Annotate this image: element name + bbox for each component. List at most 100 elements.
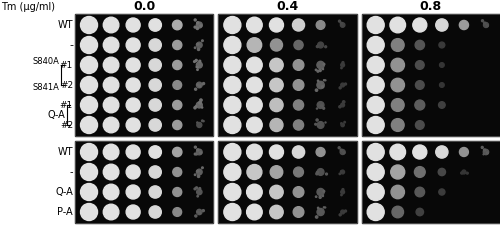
Circle shape — [199, 187, 200, 189]
Circle shape — [196, 170, 198, 172]
Circle shape — [367, 144, 384, 161]
Bar — [218, 141, 356, 223]
Circle shape — [199, 212, 200, 214]
Circle shape — [322, 68, 324, 70]
Circle shape — [196, 27, 197, 28]
Circle shape — [246, 184, 262, 200]
Bar — [218, 141, 356, 223]
Circle shape — [440, 83, 444, 87]
Circle shape — [149, 19, 162, 31]
Circle shape — [198, 175, 200, 178]
Circle shape — [484, 149, 488, 155]
Circle shape — [126, 98, 140, 112]
Circle shape — [224, 117, 241, 133]
Circle shape — [194, 26, 196, 28]
Circle shape — [319, 196, 321, 198]
Circle shape — [196, 22, 199, 24]
Circle shape — [246, 57, 262, 73]
Circle shape — [316, 21, 325, 29]
Circle shape — [104, 77, 119, 93]
Circle shape — [200, 99, 202, 101]
Circle shape — [341, 67, 342, 69]
Circle shape — [104, 117, 119, 133]
Circle shape — [486, 152, 488, 154]
Circle shape — [197, 196, 198, 197]
Circle shape — [316, 147, 325, 157]
Circle shape — [416, 81, 424, 89]
Circle shape — [104, 57, 119, 73]
Circle shape — [246, 17, 262, 33]
Circle shape — [80, 77, 98, 94]
Circle shape — [340, 171, 342, 172]
Circle shape — [149, 146, 162, 158]
Circle shape — [415, 187, 424, 197]
Circle shape — [462, 170, 466, 174]
Circle shape — [246, 144, 262, 160]
Circle shape — [199, 60, 200, 62]
Text: Tm (μg/ml): Tm (μg/ml) — [1, 2, 55, 12]
Circle shape — [196, 22, 202, 28]
Circle shape — [149, 206, 162, 218]
Circle shape — [270, 78, 283, 92]
Circle shape — [316, 173, 318, 175]
Circle shape — [80, 97, 98, 114]
Circle shape — [202, 83, 203, 85]
Circle shape — [126, 165, 140, 179]
Circle shape — [172, 20, 182, 30]
Circle shape — [173, 208, 182, 216]
Circle shape — [317, 61, 324, 69]
Circle shape — [292, 146, 304, 158]
Circle shape — [149, 166, 162, 178]
Circle shape — [318, 42, 324, 48]
Circle shape — [104, 184, 119, 200]
Circle shape — [392, 99, 404, 111]
Circle shape — [194, 107, 196, 109]
Circle shape — [104, 37, 119, 53]
Circle shape — [197, 149, 199, 151]
Circle shape — [202, 120, 203, 122]
Circle shape — [104, 17, 119, 33]
Circle shape — [224, 204, 241, 221]
Circle shape — [126, 78, 140, 92]
Circle shape — [323, 63, 325, 65]
Text: 0.8: 0.8 — [420, 0, 442, 14]
Circle shape — [342, 62, 344, 63]
Circle shape — [270, 98, 283, 112]
Circle shape — [194, 174, 196, 175]
Circle shape — [416, 61, 424, 69]
Circle shape — [224, 77, 241, 94]
Circle shape — [270, 58, 283, 72]
Circle shape — [126, 185, 140, 199]
Circle shape — [196, 209, 202, 215]
Text: #1: #1 — [60, 61, 73, 69]
Circle shape — [440, 63, 444, 67]
Circle shape — [323, 190, 324, 192]
Circle shape — [126, 58, 140, 72]
Text: Q-A: Q-A — [55, 187, 73, 197]
Circle shape — [80, 184, 98, 201]
Circle shape — [246, 77, 262, 93]
Circle shape — [149, 186, 162, 198]
Circle shape — [316, 108, 318, 109]
Circle shape — [202, 40, 203, 41]
Circle shape — [317, 102, 324, 108]
Circle shape — [80, 144, 98, 161]
Circle shape — [202, 167, 203, 168]
Circle shape — [294, 100, 304, 110]
Circle shape — [104, 144, 119, 160]
Circle shape — [415, 40, 424, 50]
Circle shape — [340, 83, 344, 87]
Circle shape — [202, 82, 204, 84]
Circle shape — [196, 42, 202, 48]
Circle shape — [315, 124, 316, 125]
Circle shape — [416, 121, 424, 129]
Circle shape — [341, 123, 344, 127]
Circle shape — [392, 206, 404, 218]
Circle shape — [194, 188, 196, 190]
Text: S840A: S840A — [32, 58, 59, 66]
Circle shape — [196, 189, 202, 195]
Circle shape — [293, 60, 304, 70]
Circle shape — [198, 102, 201, 104]
Circle shape — [126, 118, 140, 132]
Bar — [75, 141, 214, 223]
